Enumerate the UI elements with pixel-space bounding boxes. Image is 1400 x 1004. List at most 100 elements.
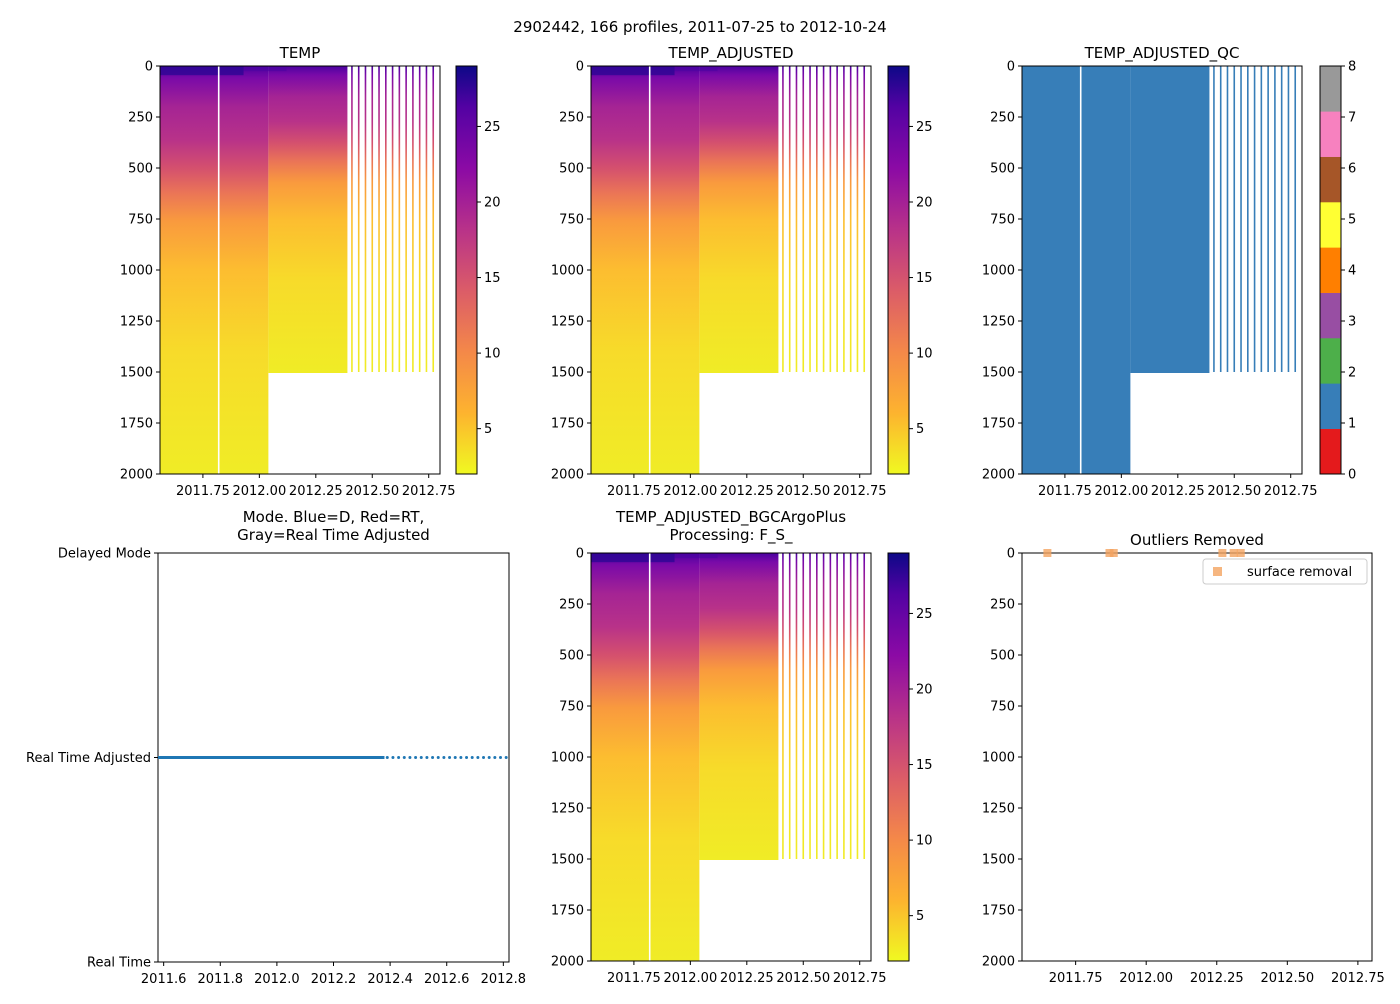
sparse-profile [843, 66, 845, 372]
warm-surface-layer [591, 553, 675, 563]
colorbar-tick-label: 20 [916, 683, 933, 698]
y-category-label: Delayed Mode [58, 547, 151, 562]
x-tick-label: 2012.50 [345, 484, 399, 499]
axes-frame [1021, 552, 1373, 962]
colorbar-class-4 [1320, 247, 1341, 293]
x-tick-label: 2012.50 [776, 484, 830, 499]
colorbar-gradient [888, 553, 909, 961]
y-tick-label: 1250 [982, 315, 1015, 330]
sparse-profile [816, 553, 818, 859]
x-tick-label: 2012.00 [232, 484, 286, 499]
sparse-profile [795, 553, 798, 859]
y-tick-label: 1750 [982, 904, 1015, 919]
colorbar-tick-label: 25 [916, 607, 933, 622]
panel-title-line: Gray=Real Time Adjusted [237, 526, 430, 544]
colorbar-tick-label: 5 [484, 422, 492, 437]
colorbar-class-6 [1320, 156, 1341, 203]
colorbar-class-1 [1320, 383, 1341, 429]
sparse-profile [836, 553, 838, 859]
x-tick-label: 2012.25 [289, 484, 343, 499]
mode-point [402, 756, 406, 759]
mode-point [453, 756, 457, 759]
colorbar-tick-label: 10 [916, 834, 933, 849]
mode-point [431, 756, 435, 759]
colorbar-tick-label: 1 [1348, 417, 1356, 432]
sparse-profile [809, 66, 811, 372]
y-tick-label: 1500 [551, 853, 584, 868]
sparse-profile [391, 66, 394, 372]
x-tick-label: 2012.25 [1190, 971, 1244, 986]
sparse-profile [836, 66, 838, 372]
colorbar-tick-label: 20 [916, 196, 933, 211]
outlier-point [1236, 549, 1245, 557]
x-tick-label: 2012.6 [424, 972, 470, 987]
sparse-profile [802, 553, 805, 859]
y-tick-label: 500 [559, 162, 584, 177]
colorbar-class-5 [1320, 202, 1341, 248]
sparse-profile [432, 66, 435, 372]
y-tick-label: 1000 [551, 751, 584, 766]
warm-surface-layer [674, 66, 718, 72]
colorbar-frame [887, 552, 910, 962]
colorbar-gradient [456, 66, 477, 474]
panel-title-line: Mode. Blue=D, Red=RT, [243, 508, 425, 526]
colorbar-tick-label: 8 [1348, 60, 1356, 75]
x-tick-label: 2012.50 [776, 971, 830, 986]
x-tick-label: 2012.75 [1264, 484, 1318, 499]
x-tick-label: 2012.50 [1260, 971, 1314, 986]
profile-block-shallow [1130, 66, 1210, 373]
x-tick-label: 2011.75 [176, 484, 230, 499]
warm-surface-layer [674, 553, 718, 559]
y-tick-label: 1500 [982, 366, 1015, 381]
x-tick-label: 2012.00 [663, 971, 717, 986]
mode-point [499, 756, 503, 759]
y-tick-label: 750 [128, 213, 153, 228]
x-tick-label: 2012.00 [1119, 971, 1173, 986]
colorbar-tick-label: 0 [1348, 468, 1356, 483]
mode-point [425, 756, 429, 759]
y-tick-label: 2000 [982, 955, 1015, 970]
y-tick-label: 0 [576, 60, 584, 75]
sparse-profile [843, 553, 845, 859]
figure-title: 2902442, 166 profiles, 2011-07-25 to 201… [513, 18, 886, 36]
y-tick-label: 500 [990, 162, 1015, 177]
colorbar-gradient [888, 66, 909, 474]
sparse-profile [1274, 66, 1276, 372]
x-tick-label: 2012.75 [833, 971, 887, 986]
y-tick-label: 0 [576, 547, 584, 562]
mode-point [470, 756, 474, 759]
mode-point [493, 756, 497, 759]
sparse-profile [863, 66, 866, 372]
y-tick-label: 0 [1007, 60, 1015, 75]
y-tick-label: 1250 [982, 802, 1015, 817]
y-tick-label: 1750 [982, 417, 1015, 432]
sparse-profile [863, 553, 866, 859]
legend-box [1202, 558, 1368, 585]
colorbar-class-2 [1320, 338, 1341, 384]
mode-point [414, 756, 418, 759]
sparse-profile [398, 66, 401, 372]
colorbar-frame [455, 65, 478, 475]
panel-title: TEMP_ADJUSTED_QC [1084, 44, 1240, 63]
colorbar-tick-label: 25 [484, 120, 501, 135]
panel-title-line: TEMP_ADJUSTED_BGCArgoPlus [615, 508, 846, 527]
y-tick-label: 500 [559, 649, 584, 664]
sparse-profile [829, 553, 832, 859]
y-tick-label: 0 [1007, 547, 1015, 562]
colorbar-tick-label: 15 [916, 271, 933, 286]
x-tick-label: 2012.75 [1331, 971, 1385, 986]
sparse-profile [809, 553, 811, 859]
colorbar-tick-label: 3 [1348, 315, 1356, 330]
sparse-profile [1233, 66, 1236, 372]
mode-point [408, 756, 412, 759]
x-tick-label: 2012.8 [481, 972, 527, 987]
x-tick-label: 2011.75 [607, 484, 661, 499]
outlier-point [1229, 549, 1238, 557]
y-tick-label: 250 [559, 598, 584, 613]
sparse-profile [1280, 66, 1283, 372]
x-tick-label: 2011.75 [607, 971, 661, 986]
sparse-profile [405, 66, 407, 372]
profile-block-shallow [699, 66, 779, 373]
colorbar-tick-label: 6 [1348, 162, 1356, 177]
